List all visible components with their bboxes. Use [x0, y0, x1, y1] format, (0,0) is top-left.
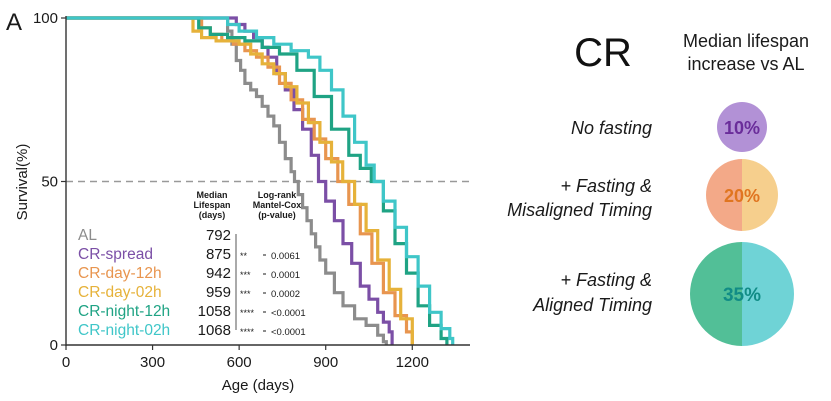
subtitle-line1: Median lifespan [683, 31, 809, 51]
legend-table: Median Lifespan (days) Log-rank Mantel-C… [78, 190, 306, 339]
circle-nofast-percent: 10% [724, 118, 760, 138]
x-tick-label-300: 300 [140, 354, 165, 371]
legend-pvalue-cr-night-02h: <0.0001 [271, 327, 306, 338]
logrank-header-line3: (p-value) [258, 210, 296, 220]
series-line-cr-night-12h [66, 16, 449, 345]
logrank-header-line1: Log-rank [258, 190, 297, 200]
x-tick-label-0: 0 [62, 354, 70, 371]
legend-median-cr-day-12h: 942 [206, 265, 231, 282]
cr-title: CR [574, 31, 632, 75]
legend-median-cr-spread: 875 [206, 246, 231, 263]
legend-name-cr-day-12h: CR-day-12h [78, 265, 162, 282]
legend-pvalue-cr-spread: 0.0061 [271, 251, 300, 262]
legend-stars-cr-spread: ** [240, 251, 248, 261]
legend-median-al: 792 [206, 227, 231, 244]
x-tick-label-600: 600 [227, 354, 252, 371]
legend-name-cr-spread: CR-spread [78, 246, 153, 263]
legend-name-cr-day-02h: CR-day-02h [78, 284, 162, 301]
legend-pvalue-cr-day-12h: 0.0001 [271, 270, 300, 281]
row-aligned-label-line2: Aligned Timing [532, 295, 652, 315]
legend-name-cr-night-12h: CR-night-12h [78, 303, 170, 320]
y-axis-label: Survival(%) [14, 144, 31, 221]
legend-name-cr-night-02h: CR-night-02h [78, 322, 170, 339]
legend-name-al: AL [78, 227, 97, 244]
legend-stars-cr-night-02h: **** [240, 327, 255, 337]
x-axis-label: Age (days) [222, 377, 295, 394]
row-nofast-label: No fasting [571, 118, 652, 138]
legend-rows: AL 792 CR-spread 875 ** 0.0061 CR-day-12h 942 **… [78, 227, 306, 339]
median-header-line2: Lifespan [193, 200, 230, 210]
legend-median-cr-night-12h: 1058 [198, 303, 231, 320]
y-tick-label-0: 0 [50, 337, 58, 354]
y-tick-label-100: 100 [33, 10, 58, 27]
row-aligned-label-line1: + Fasting & [560, 270, 652, 290]
row-misaligned-label-line2: Misaligned Timing [507, 200, 652, 220]
legend-stars-cr-day-12h: *** [240, 270, 251, 280]
panel-label: A [6, 9, 22, 36]
x-tick-label-900: 900 [313, 354, 338, 371]
circle-aligned-left-half [690, 242, 742, 346]
legend-stars-cr-night-12h: **** [240, 308, 255, 318]
circle-misaligned-right-half [742, 159, 778, 231]
lifespan-increase-panel: CR Median lifespan increase vs AL No fas… [507, 31, 809, 346]
series-line-cr-day-02h [66, 16, 414, 345]
legend-stars-cr-day-02h: *** [240, 289, 251, 299]
legend-pvalue-cr-night-12h: <0.0001 [271, 308, 306, 319]
legend-pvalue-cr-day-02h: 0.0002 [271, 289, 300, 300]
row-misaligned-label-line1: + Fasting & [560, 176, 652, 196]
subtitle-line2: increase vs AL [687, 54, 804, 74]
series-layer [66, 16, 455, 345]
survival-chart: 0 300 600 900 1200 0 50 100 Age (days) Survival… [14, 10, 470, 394]
median-header-line1: Median [196, 190, 227, 200]
y-tick-label-50: 50 [41, 174, 58, 191]
series-line-cr-night-02h [66, 16, 455, 345]
legend-median-cr-night-02h: 1068 [198, 322, 231, 339]
median-header-line3: (days) [199, 210, 226, 220]
circle-aligned-percent: 35% [723, 285, 761, 306]
x-tick-label-1200: 1200 [396, 354, 429, 371]
logrank-header-line2: Mantel-Cox [253, 200, 302, 210]
circle-misaligned-left-half [706, 159, 742, 231]
circle-nofast [717, 102, 767, 152]
series-line-al [66, 16, 388, 345]
circle-aligned-right-half [742, 242, 794, 346]
legend-median-cr-day-02h: 959 [206, 284, 231, 301]
axis-layer: 0 300 600 900 1200 0 50 100 [33, 10, 470, 371]
circle-misaligned-percent: 20% [724, 186, 760, 206]
